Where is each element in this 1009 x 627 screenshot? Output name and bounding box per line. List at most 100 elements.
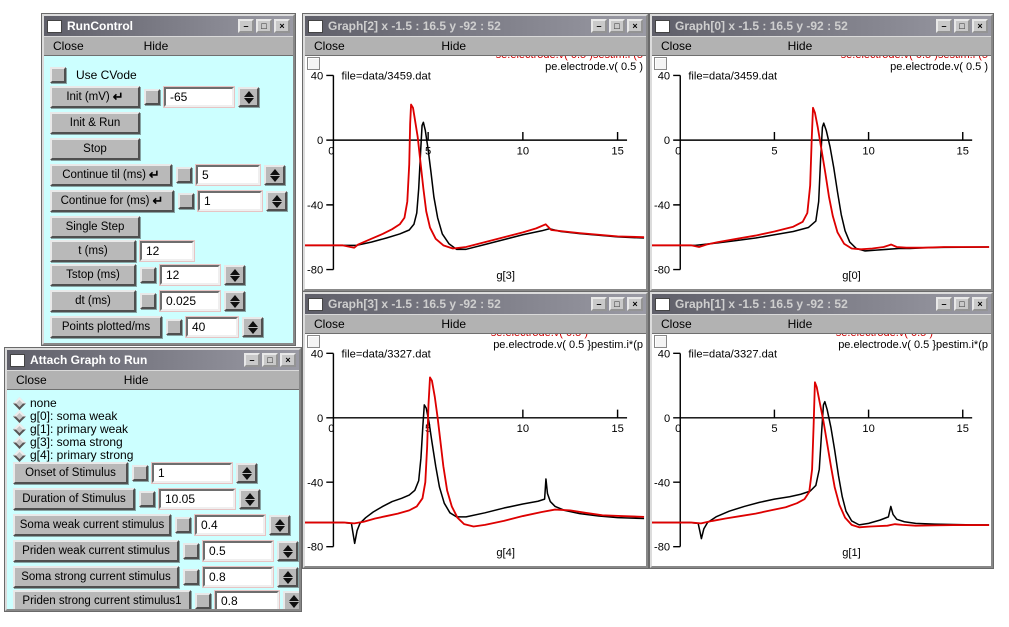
spinner-down-icon[interactable] bbox=[229, 301, 240, 308]
continue-til-ms-field[interactable]: 5 bbox=[196, 165, 260, 185]
spinner-down-icon[interactable] bbox=[241, 473, 252, 480]
spinner-up-icon[interactable] bbox=[247, 320, 258, 327]
graph-canvas[interactable]: 40 0 -40 -80 0 5 10 15 file=data/3327.dat g[1] bbox=[652, 334, 991, 566]
onset-of-stimulus-button[interactable]: Onset of Stimulus bbox=[13, 462, 128, 484]
titlebar[interactable]: Graph[1] x -1.5 : 16.5 y -92 : 52 – □ × bbox=[652, 294, 991, 314]
close-button[interactable]: × bbox=[972, 19, 988, 33]
menu-close[interactable]: Close bbox=[661, 39, 692, 53]
minimize-button[interactable]: – bbox=[244, 353, 260, 367]
continue-for-ms-default-box[interactable] bbox=[178, 193, 194, 209]
spinner-up-icon[interactable] bbox=[244, 492, 255, 499]
minimize-button[interactable]: – bbox=[936, 297, 952, 311]
graph-list-item-0[interactable]: none bbox=[11, 396, 57, 410]
spinner-down-icon[interactable] bbox=[274, 525, 285, 532]
menu-close[interactable]: Close bbox=[16, 373, 47, 387]
close-button[interactable]: × bbox=[274, 19, 290, 33]
value-spinner[interactable] bbox=[238, 87, 259, 107]
soma-weak-current-stimulus-field[interactable]: 0.4 bbox=[195, 515, 265, 535]
value-spinner[interactable] bbox=[277, 541, 298, 561]
menu-hide[interactable]: Hide bbox=[787, 39, 813, 53]
continue-for-ms-field[interactable]: 1 bbox=[198, 191, 262, 211]
value-spinner[interactable] bbox=[266, 191, 287, 211]
dt-ms-button[interactable]: dt (ms) bbox=[50, 290, 136, 312]
close-button[interactable]: × bbox=[280, 353, 296, 367]
spinner-up-icon[interactable] bbox=[282, 544, 293, 551]
menu-hide[interactable]: Hide bbox=[123, 373, 149, 387]
spinner-down-icon[interactable] bbox=[282, 577, 293, 584]
graph-select-box[interactable] bbox=[654, 335, 667, 348]
radio-diamond-icon[interactable] bbox=[13, 422, 26, 436]
titlebar[interactable]: Graph[2] x -1.5 : 16.5 y -92 : 52 – □ × bbox=[305, 16, 646, 36]
titlebar[interactable]: Attach Graph to Run – □ × bbox=[7, 350, 299, 370]
radio-diamond-icon[interactable] bbox=[13, 448, 26, 462]
menu-hide[interactable]: Hide bbox=[143, 39, 169, 53]
priden-weak-current-stimulus-default-box[interactable] bbox=[183, 543, 199, 559]
maximize-button[interactable]: □ bbox=[262, 353, 278, 367]
tstop-ms-default-box[interactable] bbox=[140, 267, 156, 283]
graph-select-box[interactable] bbox=[654, 57, 667, 70]
titlebar[interactable]: Graph[3] x -1.5 : 16.5 y -92 : 52 – □ × bbox=[305, 294, 646, 314]
menu-close[interactable]: Close bbox=[314, 39, 345, 53]
t-ms-field[interactable]: 12 bbox=[140, 241, 194, 261]
value-spinner[interactable] bbox=[224, 265, 245, 285]
minimize-button[interactable]: – bbox=[591, 19, 607, 33]
priden-strong-current-stimulus1-default-box[interactable] bbox=[195, 593, 211, 609]
spinner-down-icon[interactable] bbox=[243, 97, 254, 104]
soma-strong-current-stimulus-default-box[interactable] bbox=[183, 569, 199, 585]
minimize-button[interactable]: – bbox=[591, 297, 607, 311]
priden-weak-current-stimulus-button[interactable]: Priden weak current stimulus bbox=[13, 540, 179, 562]
stop-button[interactable]: Stop bbox=[50, 138, 140, 160]
radio-diamond-icon[interactable] bbox=[13, 435, 26, 449]
init-run-button[interactable]: Init & Run bbox=[50, 112, 140, 134]
spinner-up-icon[interactable] bbox=[229, 294, 240, 301]
tstop-ms-button[interactable]: Tstop (ms) bbox=[50, 264, 136, 286]
graph-select-box[interactable] bbox=[307, 57, 320, 70]
minimize-button[interactable]: – bbox=[936, 19, 952, 33]
value-spinner[interactable] bbox=[277, 567, 298, 587]
spinner-down-icon[interactable] bbox=[282, 551, 293, 558]
menu-close[interactable]: Close bbox=[661, 317, 692, 331]
value-spinner[interactable] bbox=[236, 463, 257, 483]
onset-of-stimulus-default-box[interactable] bbox=[132, 465, 148, 481]
spinner-down-icon[interactable] bbox=[247, 327, 258, 334]
spinner-down-icon[interactable] bbox=[271, 201, 282, 208]
spinner-up-icon[interactable] bbox=[269, 168, 280, 175]
spinner-down-icon[interactable] bbox=[229, 275, 240, 282]
value-spinner[interactable] bbox=[224, 291, 245, 311]
continue-for-ms-button[interactable]: Continue for (ms) ↵ bbox=[50, 190, 174, 212]
spinner-up-icon[interactable] bbox=[243, 90, 254, 97]
value-spinner[interactable] bbox=[269, 515, 290, 535]
soma-weak-current-stimulus-default-box[interactable] bbox=[175, 517, 191, 533]
spinner-down-icon[interactable] bbox=[288, 601, 299, 608]
close-button[interactable]: × bbox=[627, 19, 643, 33]
tstop-ms-field[interactable]: 12 bbox=[160, 265, 220, 285]
spinner-down-icon[interactable] bbox=[269, 175, 280, 182]
maximize-button[interactable]: □ bbox=[256, 19, 272, 33]
spinner-up-icon[interactable] bbox=[229, 268, 240, 275]
t-ms-button[interactable]: t (ms) bbox=[50, 240, 136, 262]
graph-list-item-3[interactable]: g[3]: soma strong bbox=[11, 435, 123, 449]
soma-strong-current-stimulus-button[interactable]: Soma strong current stimulus bbox=[13, 566, 179, 588]
points-plotted-ms-field[interactable]: 40 bbox=[186, 317, 238, 337]
value-spinner[interactable] bbox=[264, 165, 285, 185]
onset-of-stimulus-field[interactable]: 1 bbox=[152, 463, 232, 483]
minimize-button[interactable]: – bbox=[238, 19, 254, 33]
close-button[interactable]: × bbox=[972, 297, 988, 311]
menu-close[interactable]: Close bbox=[53, 39, 84, 53]
duration-of-stimulus-field[interactable]: 10.05 bbox=[159, 489, 235, 509]
radio-diamond-icon[interactable] bbox=[13, 396, 26, 410]
init-mv-field[interactable]: -65 bbox=[164, 87, 234, 107]
graph-list-item-1[interactable]: g[0]: soma weak bbox=[11, 409, 117, 423]
priden-weak-current-stimulus-field[interactable]: 0.5 bbox=[203, 541, 273, 561]
menu-close[interactable]: Close bbox=[314, 317, 345, 331]
maximize-button[interactable]: □ bbox=[609, 19, 625, 33]
spinner-up-icon[interactable] bbox=[288, 594, 299, 601]
dt-ms-default-box[interactable] bbox=[140, 293, 156, 309]
spinner-up-icon[interactable] bbox=[241, 466, 252, 473]
spinner-down-icon[interactable] bbox=[244, 499, 255, 506]
maximize-button[interactable]: □ bbox=[954, 19, 970, 33]
priden-strong-current-stimulus1-field[interactable]: 0.8 bbox=[215, 591, 279, 609]
maximize-button[interactable]: □ bbox=[609, 297, 625, 311]
